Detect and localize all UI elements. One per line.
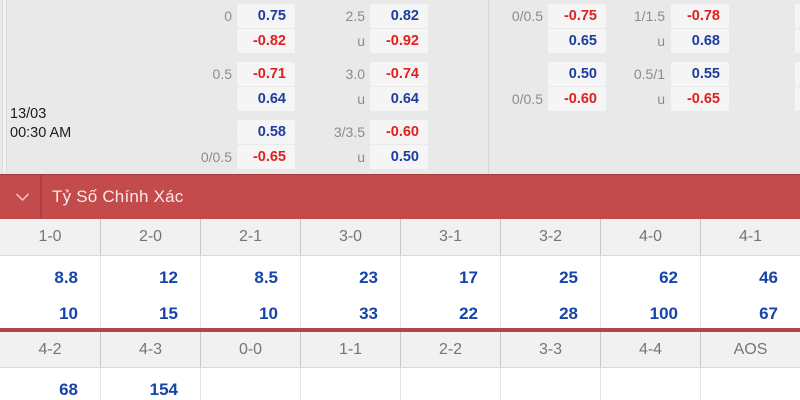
- score-odds-cell[interactable]: 17: [400, 256, 500, 292]
- odds-line-label: 0: [224, 8, 232, 24]
- score-header-cell: 4-3: [100, 332, 200, 367]
- odds-value-button[interactable]: 0.64: [237, 87, 295, 111]
- score-odds-cell[interactable]: 68: [59, 380, 78, 399]
- score-odds-cell[interactable]: [300, 368, 400, 400]
- odds-line-label: 0.5/1: [633, 66, 665, 82]
- odds-value-button[interactable]: 0.50: [370, 145, 428, 169]
- section-title: Tỷ Số Chính Xác: [52, 187, 184, 206]
- section-header-correct-score[interactable]: Tỷ Số Chính Xác: [0, 174, 800, 219]
- odds-line-label: 0/0.5: [200, 149, 232, 165]
- score-header-cell: 3-0: [300, 219, 400, 255]
- match-time: 00:30 AM: [10, 125, 72, 141]
- odds-line-label: u: [357, 91, 365, 107]
- odds-line-label: 0.5: [212, 66, 232, 82]
- odds-line-label: u: [357, 33, 365, 49]
- grid-separator-line: [0, 328, 800, 332]
- score-odds-cell[interactable]: 28: [500, 292, 600, 328]
- match-datetime: 13/03 00:30 AM: [10, 105, 71, 143]
- chevron-down-icon[interactable]: [15, 193, 30, 202]
- odds-value-button[interactable]: -0.65: [237, 145, 295, 169]
- score-odds-cell[interactable]: 12: [100, 256, 200, 292]
- odds-value-button[interactable]: 0.75: [237, 4, 295, 28]
- score-header-cell: 2-0: [100, 219, 200, 255]
- correct-score-grids: 1-0 2-0 2-1 3-0 3-1 3-2 4-0 4-1 8.8 12 8.5 23 17 25 6…: [0, 219, 800, 400]
- score-header-cell: 0-0: [200, 332, 300, 367]
- odds-value-button[interactable]: -0.82: [237, 29, 295, 53]
- odds-box-cut: [795, 62, 800, 86]
- odds-value-button[interactable]: 0.64: [370, 87, 428, 111]
- score-header-cell: 4-2: [38, 341, 62, 358]
- score-header-cell: AOS: [700, 332, 800, 367]
- score-header-cell: 4-4: [600, 332, 700, 367]
- odds-value-button[interactable]: 0.65: [548, 29, 606, 53]
- odds-value-button[interactable]: -0.71: [237, 62, 295, 86]
- odds-value-button[interactable]: -0.60: [370, 120, 428, 144]
- odds-line-label: 2.5: [345, 8, 365, 24]
- score-odds-cell[interactable]: 46: [700, 256, 800, 292]
- odds-value-button[interactable]: -0.92: [370, 29, 428, 53]
- score-header-cell: 2-1: [200, 219, 300, 255]
- odds-line-label: 3/3.5: [333, 124, 365, 140]
- odds-value-button[interactable]: -0.60: [548, 87, 606, 111]
- score-odds-cell[interactable]: 8.5: [200, 256, 300, 292]
- odds-line-label: u: [657, 91, 665, 107]
- odds-line-label: 0/0.5: [511, 8, 543, 24]
- score-odds-cell[interactable]: [600, 368, 700, 400]
- match-date: 13/03: [10, 106, 47, 122]
- score-header-cell: 4-0: [600, 219, 700, 255]
- odds-box-cut: [795, 4, 800, 28]
- score-header-cell: 3-2: [500, 219, 600, 255]
- odds-line-label: u: [657, 33, 665, 49]
- panel-left-edge: [2, 0, 7, 174]
- score-header-cell: 3-1: [400, 219, 500, 255]
- odds-value-button[interactable]: -0.78: [671, 4, 729, 28]
- odds-value-button[interactable]: 0.58: [237, 120, 295, 144]
- score-header-cell: 1-1: [300, 332, 400, 367]
- score-grid2-odds-row-1: 68 154: [0, 368, 800, 400]
- score-odds-cell[interactable]: 25: [500, 256, 600, 292]
- score-grid1-odds-row-2: 10 15 10 33 22 28 100 67: [0, 292, 800, 328]
- odds-line-label: 0/0.5: [511, 91, 543, 107]
- score-odds-cell[interactable]: 154: [100, 368, 200, 400]
- score-odds-cell[interactable]: 100: [600, 292, 700, 328]
- score-odds-cell[interactable]: 33: [300, 292, 400, 328]
- score-header-cell: 1-0: [38, 228, 62, 245]
- score-header-cell: 3-3: [500, 332, 600, 367]
- score-odds-cell[interactable]: [700, 368, 800, 400]
- odds-value-button[interactable]: -0.75: [548, 4, 606, 28]
- score-odds-cell[interactable]: 10: [200, 292, 300, 328]
- score-odds-cell[interactable]: 23: [300, 256, 400, 292]
- header-divider: [40, 175, 42, 219]
- odds-value-button[interactable]: -0.74: [370, 62, 428, 86]
- score-grid2-header-row: 4-2 4-3 0-0 1-1 2-2 3-3 4-4 AOS: [0, 332, 800, 368]
- odds-line-label: 1/1.5: [633, 8, 665, 24]
- odds-value-button[interactable]: -0.65: [671, 87, 729, 111]
- score-odds-cell[interactable]: 15: [100, 292, 200, 328]
- odds-line-label: u: [357, 149, 365, 165]
- odds-box-cut: [795, 87, 800, 111]
- score-header-cell: 4-1: [700, 219, 800, 255]
- score-header-cell: 2-2: [400, 332, 500, 367]
- score-grid1-header-row: 1-0 2-0 2-1 3-0 3-1 3-2 4-0 4-1: [0, 219, 800, 256]
- score-odds-cell[interactable]: 10: [59, 304, 78, 323]
- score-odds-cell[interactable]: [500, 368, 600, 400]
- odds-value-button[interactable]: 0.68: [671, 29, 729, 53]
- odds-value-button[interactable]: 0.82: [370, 4, 428, 28]
- odds-box-cut: [795, 29, 800, 53]
- odds-value-button[interactable]: 0.55: [671, 62, 729, 86]
- score-odds-cell[interactable]: [200, 368, 300, 400]
- score-odds-cell[interactable]: 8.8: [54, 268, 78, 287]
- odds-line-label: 3.0: [345, 66, 365, 82]
- score-odds-cell[interactable]: 67: [700, 292, 800, 328]
- odds-group-divider: [488, 0, 489, 174]
- score-odds-cell[interactable]: [400, 368, 500, 400]
- odds-value-button[interactable]: 0.50: [548, 62, 606, 86]
- score-odds-cell[interactable]: 62: [600, 256, 700, 292]
- score-grid1-odds-row-1: 8.8 12 8.5 23 17 25 62 46: [0, 256, 800, 292]
- odds-panel: 13/03 00:30 AM 0 0.75 -0.82 0.5 -0.71 0.64 0.5…: [0, 0, 800, 174]
- score-odds-cell[interactable]: 22: [400, 292, 500, 328]
